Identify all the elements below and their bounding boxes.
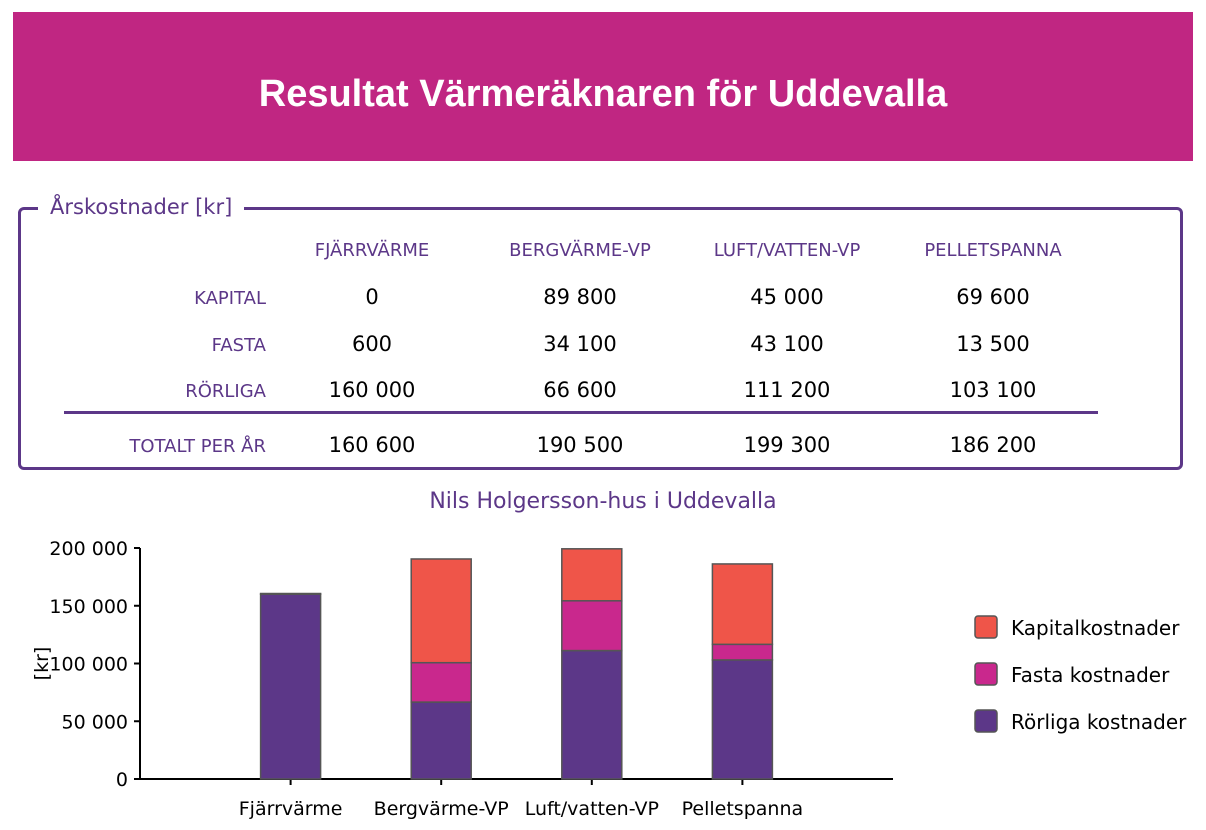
row-label-kapital: KAPITAL bbox=[194, 288, 266, 309]
x-category-label: Fjärrvärme bbox=[239, 798, 343, 820]
y-tick-label: 100 000 bbox=[49, 654, 128, 676]
chart-title: Nils Holgersson-hus i Uddevalla bbox=[429, 489, 777, 514]
y-axis-label: [kr] bbox=[31, 647, 53, 681]
table-cell: 69 600 bbox=[956, 285, 1030, 309]
page-title: Resultat Värmeräknaren för Uddevalla bbox=[258, 73, 948, 115]
bar-segment bbox=[561, 548, 623, 602]
bar-segment bbox=[711, 563, 774, 646]
bar-segment bbox=[561, 600, 623, 652]
column-header-fjarrvarme: FJÄRRVÄRME bbox=[314, 240, 430, 261]
table-cell: 103 100 bbox=[949, 378, 1037, 402]
table-cell-total: 186 200 bbox=[949, 433, 1037, 457]
table-cell: 43 100 bbox=[750, 332, 824, 356]
legend-swatch bbox=[974, 709, 998, 733]
column-header-pelletspanna: PELLETSPANNA bbox=[924, 240, 1062, 261]
table-cell: 13 500 bbox=[956, 332, 1030, 356]
bar-segment bbox=[711, 643, 774, 661]
table-cell: 160 000 bbox=[328, 378, 416, 402]
table-cell: 600 bbox=[351, 332, 393, 356]
bar-segment bbox=[410, 558, 472, 664]
table-divider bbox=[64, 411, 1098, 414]
table-cell: 45 000 bbox=[750, 285, 824, 309]
bar-segment bbox=[561, 649, 623, 780]
bar-segment bbox=[259, 593, 322, 780]
y-tick-label: 200 000 bbox=[49, 538, 128, 560]
y-tick-label: 50 000 bbox=[62, 711, 128, 733]
annual-cost-table bbox=[18, 207, 1183, 470]
legend-label: Rörliga kostnader bbox=[1011, 710, 1187, 734]
x-category-label: Luft/vatten-VP bbox=[525, 798, 659, 820]
bar-segment bbox=[410, 701, 472, 780]
table-cell-total: 199 300 bbox=[743, 433, 831, 457]
y-tick-label: 0 bbox=[116, 769, 128, 791]
bar-segment bbox=[711, 659, 774, 780]
column-header-luft-vatten: LUFT/VATTEN-VP bbox=[713, 240, 861, 261]
table-cell: 89 800 bbox=[543, 285, 617, 309]
row-label-rorliga: RÖRLIGA bbox=[185, 381, 266, 402]
table-cell: 0 bbox=[365, 285, 379, 309]
legend-swatch bbox=[974, 615, 998, 639]
row-label-fasta: FASTA bbox=[211, 335, 266, 356]
table-cell: 34 100 bbox=[543, 332, 617, 356]
bar-segment bbox=[410, 661, 472, 703]
title-banner: Resultat Värmeräknaren för Uddevalla bbox=[13, 12, 1193, 161]
legend-swatch bbox=[974, 662, 998, 686]
legend-label: Fasta kostnader bbox=[1011, 663, 1170, 687]
table-cell-total: 190 500 bbox=[536, 433, 624, 457]
column-header-bergvarme: BERGVÄRME-VP bbox=[509, 240, 651, 261]
x-category-label: Bergvärme-VP bbox=[374, 798, 509, 820]
bar-segment bbox=[259, 592, 322, 595]
legend-label: Kapitalkostnader bbox=[1011, 616, 1180, 640]
x-category-label: Pelletspanna bbox=[682, 798, 804, 820]
table-cell: 66 600 bbox=[543, 378, 617, 402]
table-cell-total: 160 600 bbox=[328, 433, 416, 457]
table-caption: Årskostnader [kr] bbox=[38, 192, 245, 222]
row-label-total: TOTALT PER ÅR bbox=[129, 436, 266, 457]
y-tick-label: 150 000 bbox=[49, 596, 128, 618]
table-cell: 111 200 bbox=[743, 378, 831, 402]
